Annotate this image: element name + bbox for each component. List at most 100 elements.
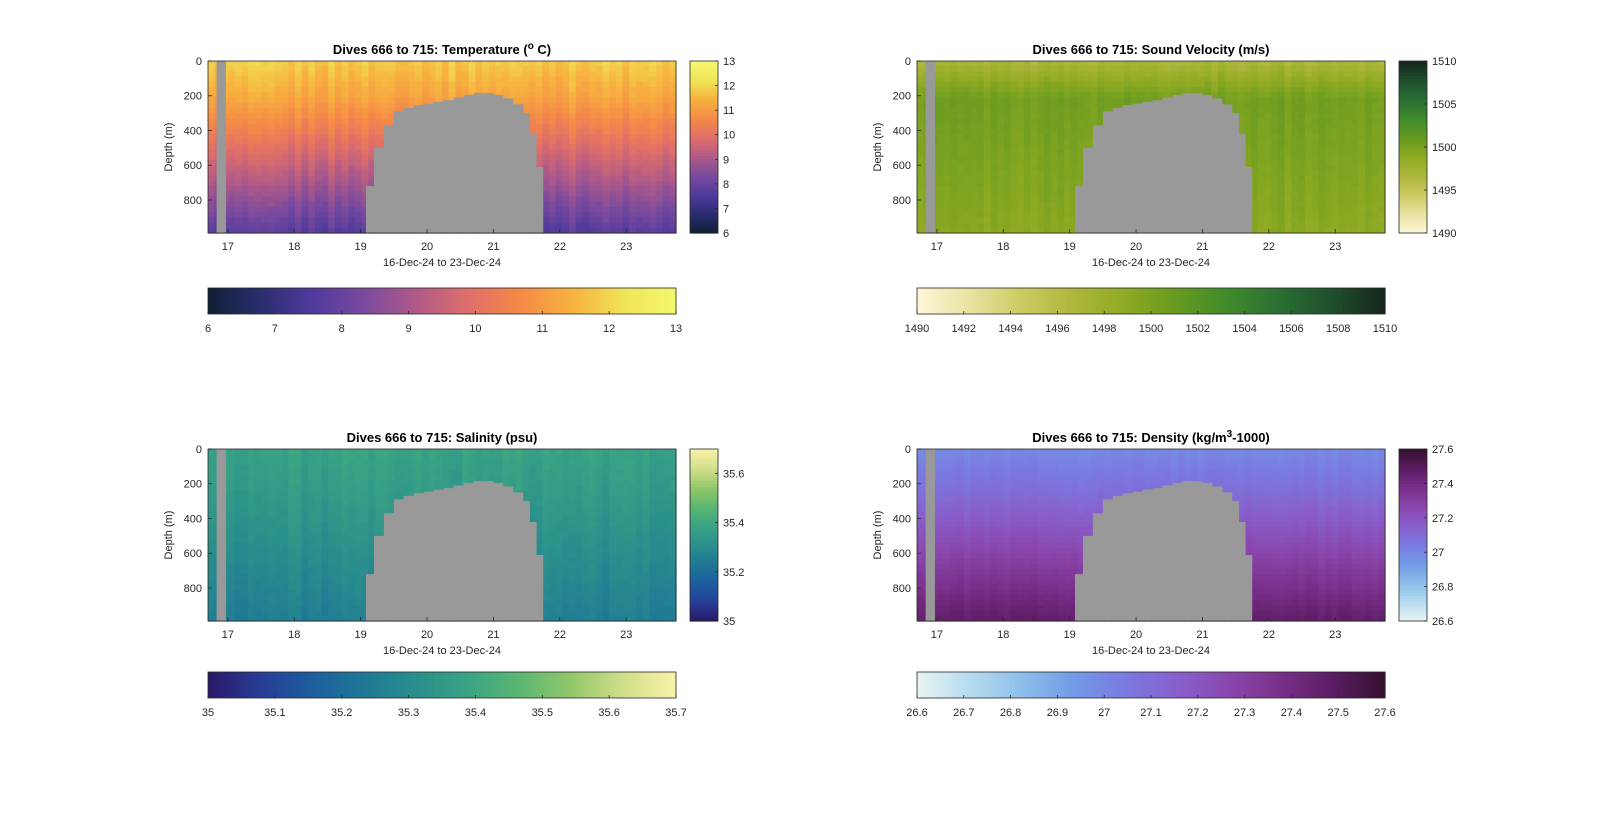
heatmap-cell [1338, 201, 1346, 208]
heatmap-cell [335, 149, 343, 156]
heatmap-cell [555, 102, 563, 109]
heatmap-cell [341, 61, 349, 67]
heatmap-cell [321, 217, 329, 224]
heatmap-cell [1298, 175, 1306, 182]
heatmap-cell [1070, 113, 1079, 119]
colorbar-swatch [690, 224, 718, 228]
heatmap-cell [1371, 191, 1379, 198]
heatmap-cell [602, 71, 610, 78]
heatmap-cell [261, 97, 269, 104]
heatmap-cell [615, 227, 624, 234]
colorbar-swatch [559, 288, 564, 314]
heatmap-cell [1037, 186, 1045, 192]
heatmap-cell [970, 175, 978, 182]
heatmap-cell [629, 149, 637, 156]
heatmap-cell [261, 113, 269, 119]
heatmap-cell [669, 186, 677, 192]
heatmap-cell [649, 160, 657, 166]
heatmap-cell [535, 149, 543, 156]
heatmap-cell [917, 87, 925, 93]
heatmap-cell [1278, 81, 1286, 88]
heatmap-cell [1358, 222, 1366, 229]
heatmap-cell [917, 175, 925, 182]
heatmap-cell [361, 107, 370, 114]
heatmap-cell [555, 87, 563, 93]
heatmap-cell [528, 118, 537, 125]
colorbar-swatch [1399, 204, 1427, 208]
heatmap-cell [1044, 175, 1052, 182]
heatmap-cell [1010, 113, 1018, 119]
colorbar-tick-label: 12 [723, 81, 735, 93]
heatmap-cell [1338, 71, 1346, 78]
heatmap-cell [208, 186, 216, 192]
heatmap-cell [381, 71, 390, 78]
heatmap-cell [281, 206, 289, 213]
heatmap-cell [462, 81, 470, 88]
heatmap-cell [548, 191, 557, 198]
heatmap-cell [428, 71, 436, 78]
heatmap-cell [294, 107, 303, 114]
heatmap-cell [1171, 76, 1179, 83]
heatmap-cell [228, 102, 236, 109]
heatmap-cell [622, 196, 630, 203]
heatmap-cell [1324, 201, 1333, 208]
heatmap-cell [1338, 212, 1346, 218]
heatmap-cell [281, 61, 289, 67]
heatmap-cell [1037, 128, 1045, 135]
heatmap-cell [1050, 212, 1058, 218]
heatmap-cell [555, 107, 563, 114]
heatmap-cell [943, 175, 952, 182]
heatmap-cell [522, 107, 530, 114]
heatmap-cell [462, 66, 470, 73]
heatmap-cell [642, 191, 650, 198]
colorbar-swatch [690, 95, 718, 99]
heatmap-cell [254, 212, 263, 218]
heatmap-cell [335, 165, 343, 172]
heatmap-cell [635, 102, 644, 109]
heatmap-cell [281, 71, 289, 78]
colorbar-swatch [414, 288, 420, 314]
heatmap-cell [970, 180, 978, 187]
heatmap-cell [348, 165, 356, 172]
heatmap-cell [1171, 87, 1179, 93]
heatmap-cell [983, 61, 992, 67]
heatmap-cell [615, 66, 624, 73]
heatmap-cell [622, 149, 630, 156]
heatmap-cell [241, 180, 249, 187]
heatmap-cell [1117, 71, 1125, 78]
heatmap-cell [308, 165, 316, 172]
heatmap-cell [1311, 118, 1319, 125]
heatmap-cell [281, 149, 289, 156]
heatmap-cell [314, 212, 323, 218]
heatmap-cell [341, 81, 349, 88]
heatmap-cell [1264, 165, 1272, 172]
heatmap-cell [535, 139, 543, 145]
heatmap-cell [234, 66, 243, 73]
heatmap-cell [1271, 118, 1279, 125]
heatmap-cell [662, 87, 670, 93]
heatmap-cell [335, 107, 343, 114]
heatmap-cell [208, 144, 216, 151]
heatmap-cell [1231, 81, 1239, 88]
heatmap-cell [268, 102, 276, 109]
heatmap-cell [1257, 165, 1266, 172]
heatmap-cell [515, 87, 523, 93]
heatmap-cell [649, 222, 657, 229]
heatmap-cell [1110, 71, 1119, 78]
heatmap-cell [288, 175, 296, 182]
heatmap-cell [1311, 81, 1319, 88]
heatmap-cell [649, 149, 657, 156]
colorbar-swatch [991, 288, 996, 314]
heatmap-cell [368, 123, 376, 130]
heatmap-cell [629, 139, 637, 145]
colorbar-swatch [690, 69, 718, 74]
heatmap-cell [1070, 61, 1079, 67]
heatmap-cell [281, 97, 289, 104]
heatmap-cell [1358, 206, 1366, 213]
heatmap-cell [662, 107, 670, 114]
heatmap-cell [1378, 170, 1386, 177]
heatmap-cell [248, 170, 256, 177]
heatmap-cell [642, 212, 650, 218]
heatmap-cell [1097, 113, 1105, 119]
heatmap-cell [642, 154, 650, 161]
